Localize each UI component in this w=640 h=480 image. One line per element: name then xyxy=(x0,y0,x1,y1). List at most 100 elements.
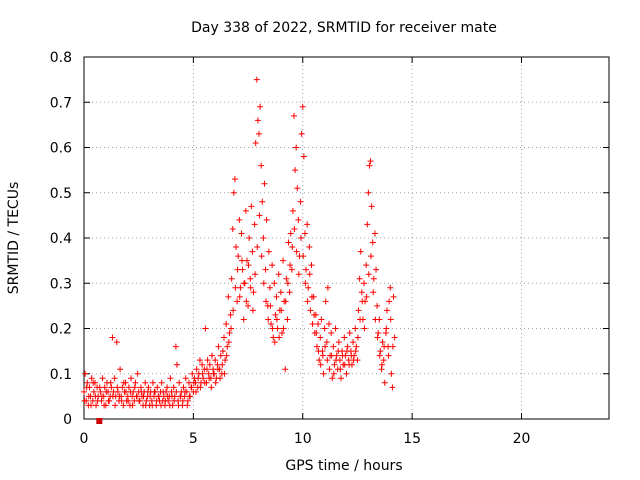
data-point xyxy=(324,284,331,291)
data-point xyxy=(263,298,269,305)
data-point xyxy=(319,352,326,359)
data-point xyxy=(365,189,372,196)
data-point xyxy=(322,298,329,305)
data-point xyxy=(117,366,124,373)
data-point xyxy=(119,384,126,391)
data-point xyxy=(256,130,262,137)
data-point xyxy=(179,397,186,404)
data-point xyxy=(361,280,367,287)
data-point xyxy=(303,266,310,273)
data-point xyxy=(297,198,304,205)
data-point xyxy=(386,298,393,305)
data-point xyxy=(98,393,105,400)
data-point xyxy=(114,388,121,395)
data-point xyxy=(361,325,368,332)
data-point xyxy=(256,212,263,219)
data-point xyxy=(330,370,337,377)
data-point xyxy=(99,375,106,382)
data-point xyxy=(228,325,234,332)
data-point xyxy=(365,271,372,278)
data-point xyxy=(306,271,313,278)
chart-title: Day 338 of 2022, SRMTID for receiver mat… xyxy=(191,20,497,36)
data-point xyxy=(107,379,114,386)
data-point xyxy=(227,311,234,318)
data-point xyxy=(352,348,359,355)
data-point xyxy=(299,103,306,110)
data-point xyxy=(93,402,100,409)
data-point xyxy=(193,366,200,373)
data-point xyxy=(225,293,232,300)
data-point xyxy=(357,316,364,323)
data-point xyxy=(215,343,222,350)
data-point xyxy=(368,203,375,210)
data-point xyxy=(225,339,232,346)
data-point xyxy=(305,284,312,291)
data-point xyxy=(313,343,320,350)
data-point xyxy=(269,325,276,332)
data-point xyxy=(335,348,342,355)
data-point xyxy=(261,180,268,187)
data-point xyxy=(230,189,237,196)
data-point xyxy=(269,262,276,269)
data-point xyxy=(105,397,112,404)
data-point xyxy=(252,271,259,278)
data-point xyxy=(277,289,284,296)
data-point xyxy=(238,230,245,237)
data-point xyxy=(190,379,197,386)
data-point xyxy=(221,334,227,341)
data-point xyxy=(247,284,254,291)
data-point xyxy=(333,352,340,359)
data-point xyxy=(286,289,293,296)
data-point xyxy=(300,153,307,160)
data-point xyxy=(363,293,370,300)
data-point xyxy=(109,334,116,341)
data-point xyxy=(248,203,255,210)
data-point xyxy=(182,388,189,395)
data-point xyxy=(271,280,278,287)
data-point xyxy=(131,384,138,391)
data-point xyxy=(219,348,226,355)
data-point xyxy=(381,379,388,386)
data-point xyxy=(370,275,377,282)
data-point xyxy=(295,271,302,278)
data-point xyxy=(272,311,279,318)
data-point xyxy=(288,266,295,273)
data-point xyxy=(308,262,315,269)
data-point xyxy=(341,334,348,341)
data-point xyxy=(369,239,376,246)
data-point xyxy=(355,307,362,314)
data-point xyxy=(238,257,245,264)
data-point xyxy=(267,302,274,309)
data-point xyxy=(210,370,217,377)
data-point xyxy=(380,357,387,364)
data-point xyxy=(260,235,267,241)
data-point xyxy=(134,370,141,377)
x-tick-label: 10 xyxy=(294,431,312,447)
data-point xyxy=(114,384,121,391)
data-point xyxy=(158,402,164,409)
data-point xyxy=(184,397,191,404)
data-point xyxy=(306,244,313,251)
data-point xyxy=(153,397,160,404)
data-point xyxy=(81,397,88,404)
data-point xyxy=(236,293,243,300)
data-point xyxy=(329,375,336,382)
data-point xyxy=(350,339,357,346)
data-point xyxy=(172,343,179,350)
data-point xyxy=(387,284,394,291)
data-point xyxy=(199,361,206,368)
data-point xyxy=(370,289,377,296)
data-point xyxy=(188,384,195,391)
data-point xyxy=(243,298,250,305)
data-point xyxy=(298,235,304,241)
data-point xyxy=(175,402,182,409)
data-point xyxy=(236,216,243,223)
data-point xyxy=(149,402,156,409)
data-point xyxy=(142,379,149,386)
data-point xyxy=(330,343,337,350)
data-point xyxy=(287,230,294,237)
x-axis-label: GPS time / hours xyxy=(285,458,402,474)
data-point xyxy=(282,298,289,305)
data-point xyxy=(247,275,254,282)
data-point xyxy=(346,361,353,368)
